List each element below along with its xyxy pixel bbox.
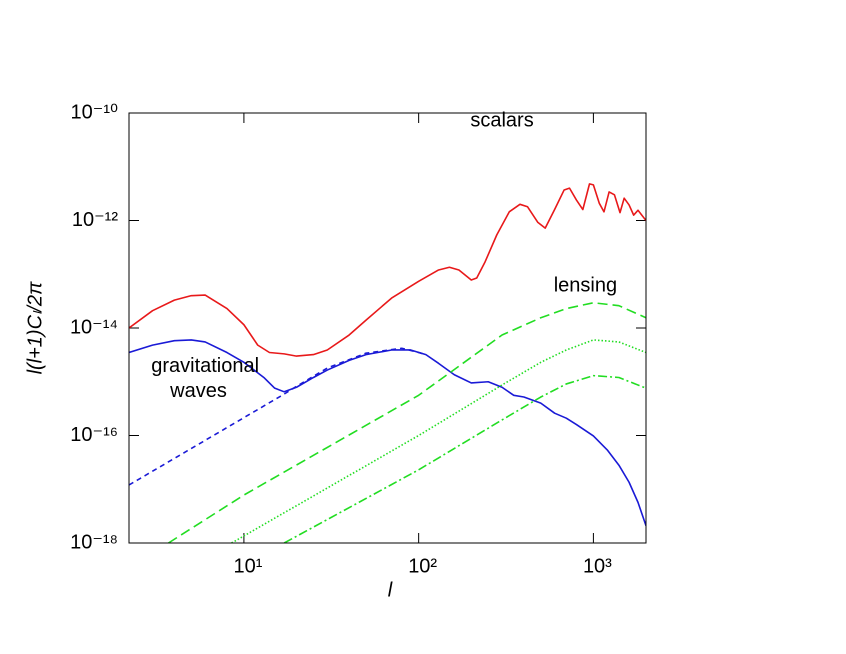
plot-area (129, 183, 646, 543)
y-tick-label: 10⁻¹⁶ (70, 424, 118, 446)
series-line (129, 339, 646, 526)
x-tick-label: 10³ (583, 555, 612, 577)
y-tick-label: 10⁻¹⁸ (70, 531, 118, 553)
plot-frame (128, 112, 647, 544)
x-tick-label: 10² (408, 555, 437, 577)
series-line (283, 374, 646, 543)
y-tick-label: 10⁻¹⁰ (71, 101, 118, 123)
x-tick-label: 10¹ (233, 555, 262, 577)
y-tick-label: 10⁻¹⁴ (70, 316, 118, 338)
series-line (129, 347, 427, 486)
series-line (168, 301, 646, 543)
annotation: lensing (554, 274, 617, 296)
y-tick-label: 10⁻¹² (72, 209, 118, 231)
y-axis-label: l(l+1)Cₗ/2π (24, 281, 46, 374)
annotation: gravitational (151, 355, 259, 377)
series-line (231, 339, 646, 543)
annotation: waves (169, 380, 227, 402)
annotation: scalars (470, 110, 533, 132)
series-line (129, 183, 646, 357)
x-axis-label: l (388, 579, 393, 601)
